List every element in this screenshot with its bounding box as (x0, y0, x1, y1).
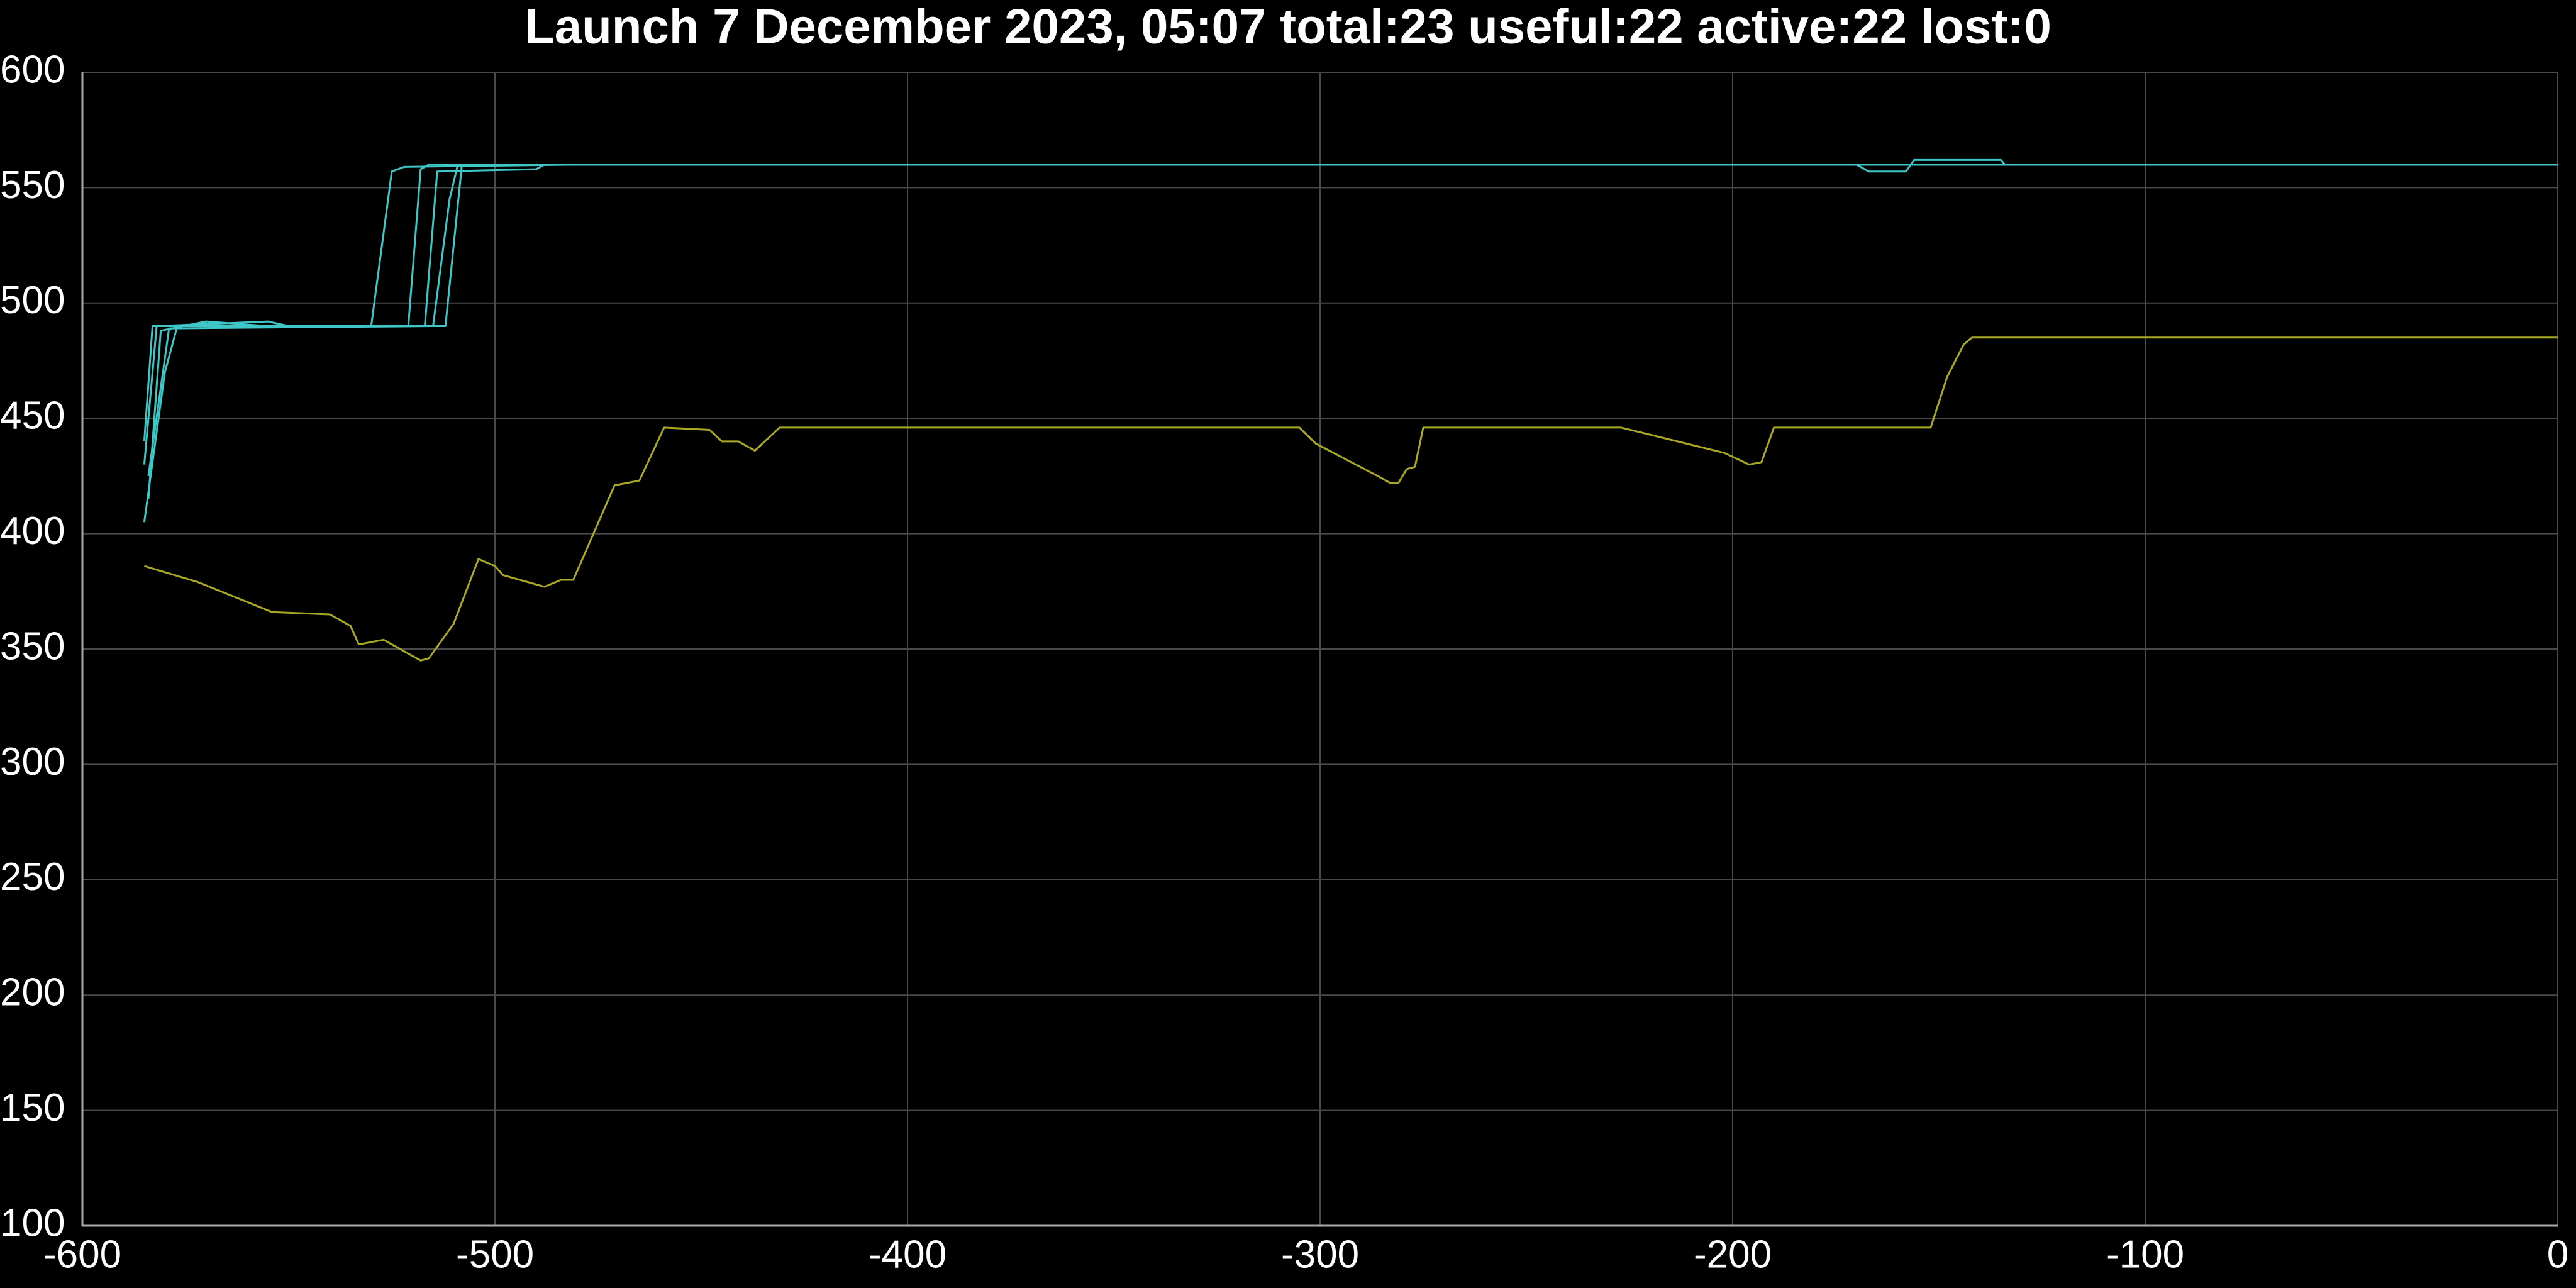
y-tick-label: 250 (0, 855, 65, 899)
series-line (143, 164, 2558, 465)
x-tick-label: -300 (1281, 1233, 1359, 1276)
series-line (143, 164, 2558, 523)
x-tick-label: -100 (2106, 1233, 2184, 1276)
y-tick-label: 200 (0, 971, 65, 1014)
y-tick-label: 500 (0, 279, 65, 322)
chart-title: Launch 7 December 2023, 05:07 total:23 u… (525, 0, 2051, 54)
x-tick-label: -400 (869, 1233, 947, 1276)
y-tick-label: 600 (0, 48, 65, 91)
x-tick-label: 0 (2547, 1233, 2568, 1276)
y-tick-label: 350 (0, 625, 65, 668)
y-tick-label: 550 (0, 164, 65, 207)
y-tick-label: 400 (0, 509, 65, 553)
y-tick-label: 150 (0, 1086, 65, 1130)
x-tick-label: -200 (1694, 1233, 1772, 1276)
x-tick-label: -600 (43, 1233, 121, 1276)
series-line (147, 164, 2558, 477)
x-tick-label: -500 (456, 1233, 534, 1276)
y-tick-label: 300 (0, 740, 65, 784)
series-line (143, 336, 2558, 662)
series-line (147, 158, 2558, 499)
y-tick-label: 450 (0, 394, 65, 438)
y-tick-label: 100 (0, 1201, 65, 1245)
